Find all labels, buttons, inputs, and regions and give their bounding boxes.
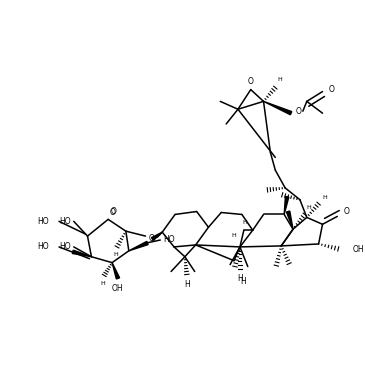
Polygon shape xyxy=(264,101,292,115)
Text: H: H xyxy=(100,281,105,286)
Polygon shape xyxy=(112,263,120,279)
Text: O: O xyxy=(110,207,116,216)
Text: H: H xyxy=(232,233,237,238)
Text: O: O xyxy=(328,85,334,94)
Text: O: O xyxy=(343,207,349,216)
Text: O: O xyxy=(296,107,302,116)
Text: HO: HO xyxy=(59,217,70,226)
Polygon shape xyxy=(284,196,289,215)
Text: HO: HO xyxy=(37,242,49,251)
Text: H: H xyxy=(322,195,327,200)
Text: H: H xyxy=(184,280,190,289)
Text: H: H xyxy=(240,277,246,286)
Text: H: H xyxy=(242,220,247,225)
Text: O: O xyxy=(248,77,254,86)
Polygon shape xyxy=(287,211,293,229)
Text: HO: HO xyxy=(163,235,175,243)
Polygon shape xyxy=(151,232,162,241)
Text: HO: HO xyxy=(59,242,70,251)
Text: O: O xyxy=(109,208,115,217)
Text: H: H xyxy=(277,77,282,82)
Polygon shape xyxy=(129,241,148,251)
Text: HO: HO xyxy=(37,217,49,226)
Text: H: H xyxy=(306,205,311,210)
Text: OH: OH xyxy=(111,284,123,293)
Text: H: H xyxy=(237,274,243,283)
Text: OH: OH xyxy=(353,245,365,254)
Text: H: H xyxy=(114,252,118,257)
Polygon shape xyxy=(72,250,92,257)
Text: O: O xyxy=(149,234,154,243)
